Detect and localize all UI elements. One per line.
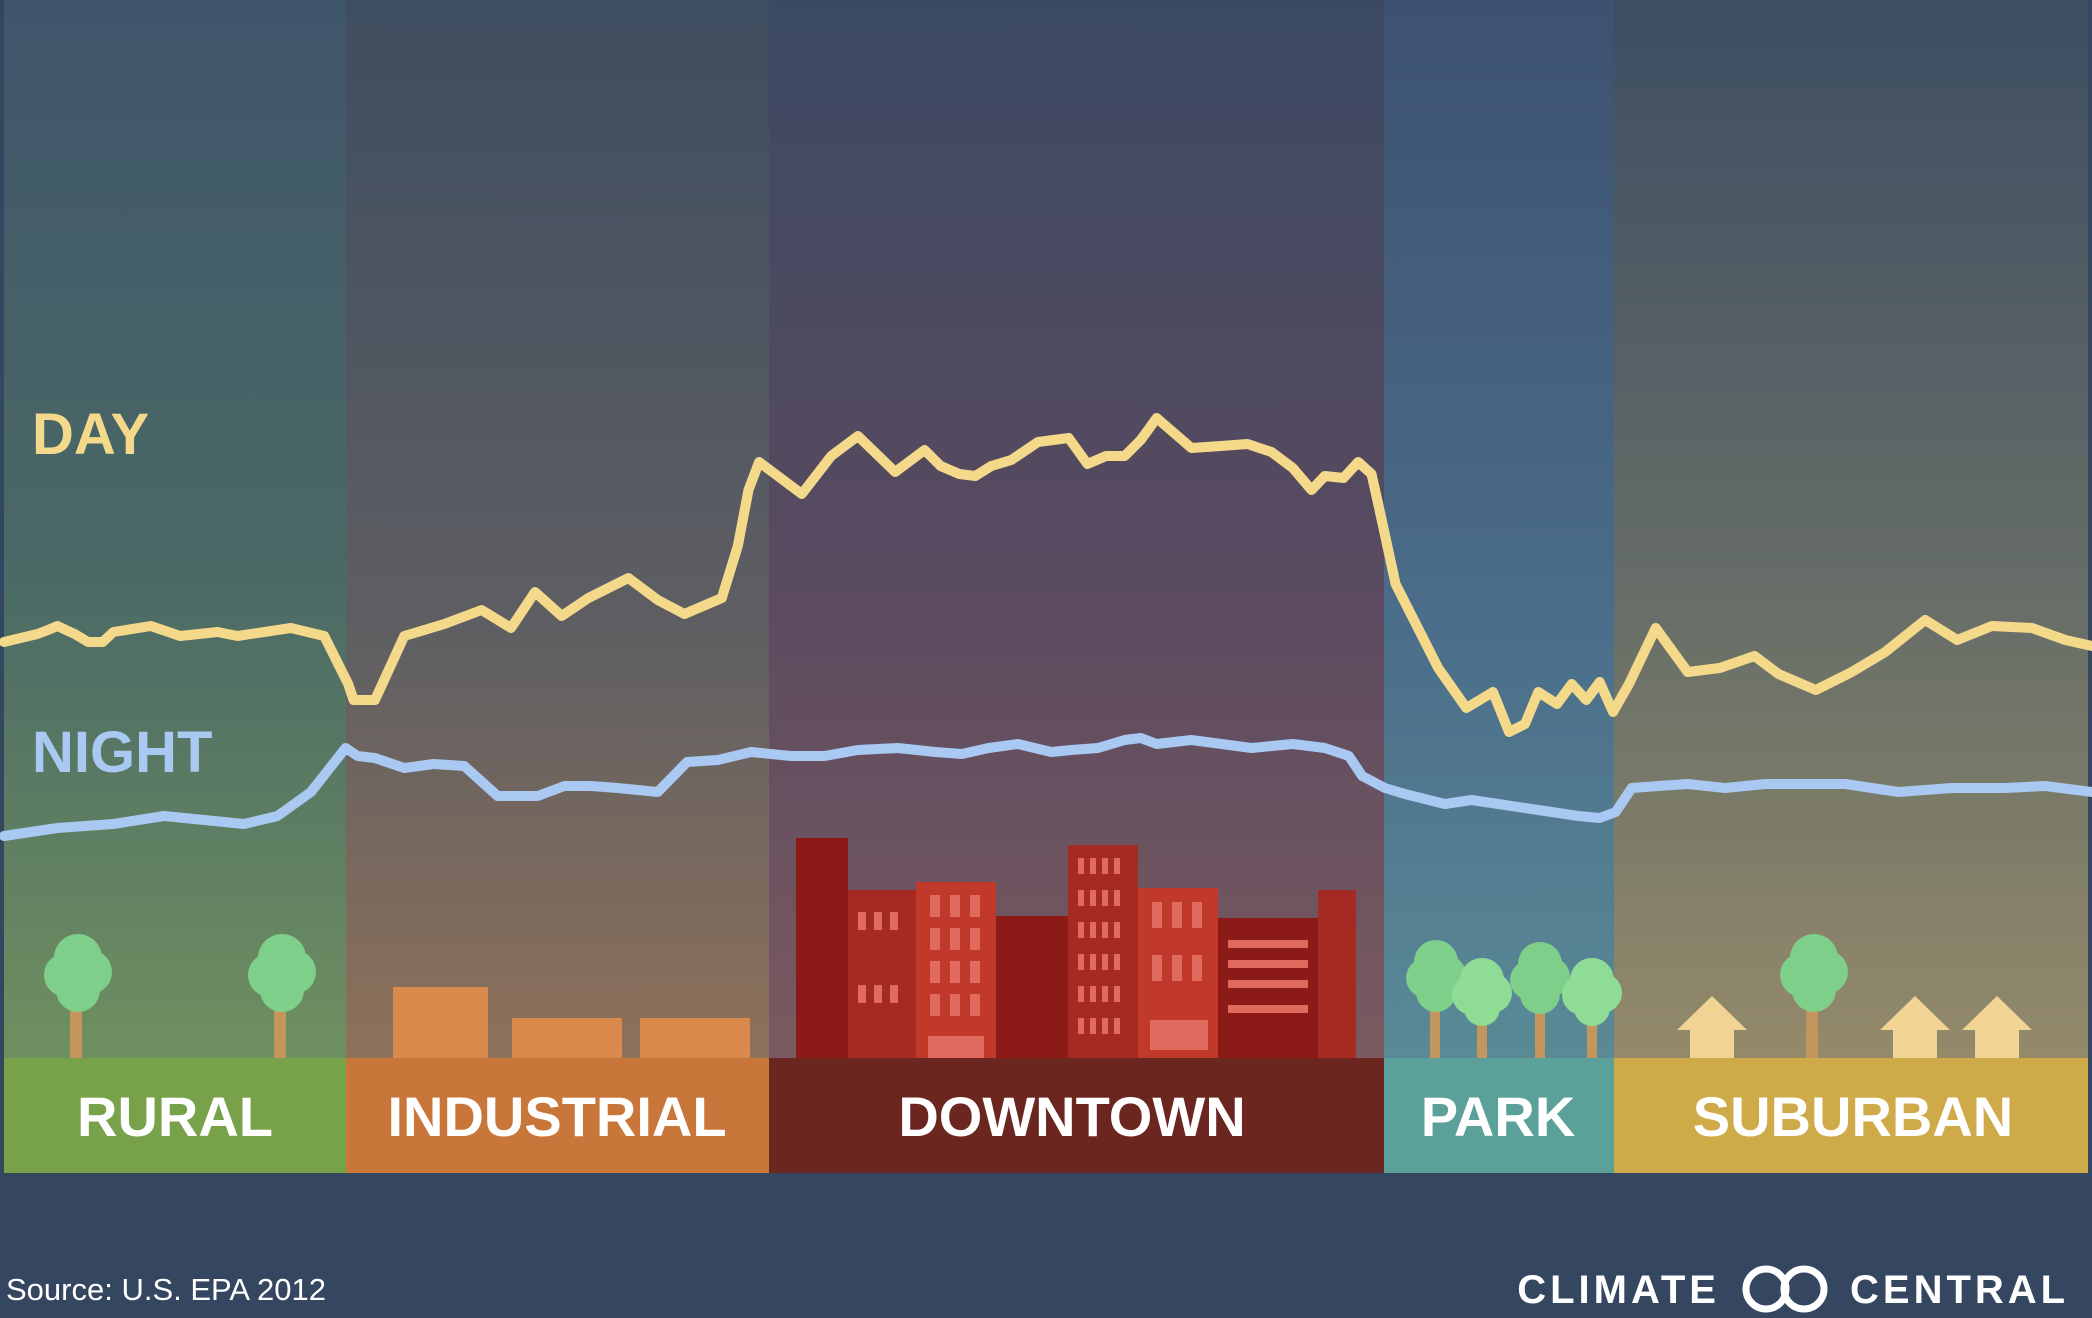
zone-bar-rural	[4, 1058, 346, 1173]
source-note: Source: U.S. EPA 2012	[6, 1272, 326, 1307]
zone-band-rural	[4, 0, 346, 1058]
zone-bar: RURAL INDUSTRIAL DOWNTOWN PARK SUBURBAN	[4, 1058, 2088, 1173]
brand-logo: CLIMATE CENTRAL	[1517, 1265, 2069, 1313]
zone-bar-suburban	[1614, 1058, 2088, 1173]
zone-bar-industrial	[346, 1058, 769, 1173]
series-label-day: DAY	[32, 402, 149, 467]
series-line-night	[0, 733, 2092, 841]
tree-icon	[1562, 958, 1622, 1058]
brand-word-climate: CLIMATE	[1517, 1268, 1720, 1312]
zone-label-rural: RURAL	[77, 1085, 273, 1148]
tree-icon	[1780, 934, 1848, 1058]
zone-bar-downtown	[769, 1058, 1384, 1173]
zone-band-park	[1384, 0, 1614, 1058]
zone-label-downtown: DOWNTOWN	[898, 1085, 1245, 1148]
series-line-day	[0, 413, 2092, 737]
tree-icon	[248, 934, 316, 1058]
house-icon	[1677, 996, 1747, 1058]
zone-bar-park	[1384, 1058, 1614, 1173]
factory-building-icon	[640, 1018, 750, 1058]
zone-label-suburban: SUBURBAN	[1693, 1085, 2013, 1148]
tree-icon	[1452, 958, 1512, 1058]
zone-band-suburban	[1614, 0, 2088, 1058]
house-icon	[1880, 996, 1950, 1058]
zone-label-park: PARK	[1421, 1085, 1576, 1148]
brand-word-central: CENTRAL	[1850, 1268, 2069, 1312]
tree-icon	[44, 934, 112, 1058]
zone-band-industrial	[346, 0, 769, 1058]
tree-icon	[1510, 942, 1570, 1058]
city-skyline-icon	[796, 838, 1356, 1058]
series-label-night: NIGHT	[32, 720, 212, 785]
brand-mark-icon	[1742, 1265, 1828, 1313]
house-icon	[1962, 996, 2032, 1058]
zone-label-industrial: INDUSTRIAL	[387, 1085, 726, 1148]
factory-building-icon	[512, 1018, 622, 1058]
factory-building-icon	[393, 987, 488, 1058]
